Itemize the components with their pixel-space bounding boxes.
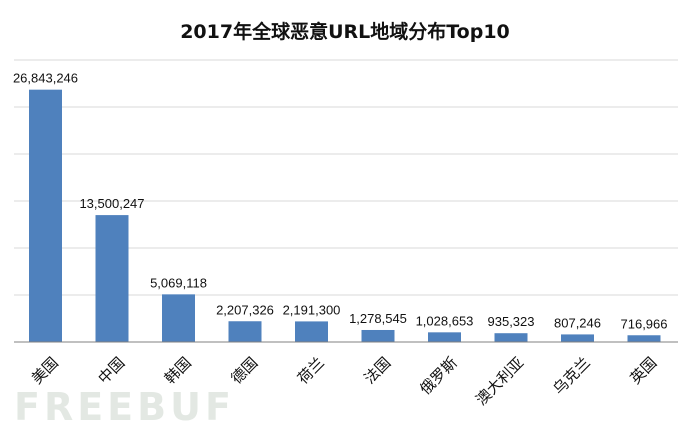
category-label-8: 澳大利亚 bbox=[472, 354, 527, 409]
category-label-7: 俄罗斯 bbox=[416, 354, 461, 399]
data-label-9: 807,246 bbox=[554, 315, 601, 330]
category-label-5: 荷兰 bbox=[294, 354, 328, 388]
data-label-4: 2,207,326 bbox=[216, 302, 274, 317]
bar-6 bbox=[361, 329, 395, 342]
category-label-9: 乌克兰 bbox=[549, 354, 594, 399]
data-label-8: 935,323 bbox=[488, 314, 535, 329]
bar-4 bbox=[228, 321, 262, 342]
category-label-10: 英国 bbox=[626, 354, 660, 388]
watermark: FREEBUF bbox=[14, 385, 235, 429]
bar-8 bbox=[494, 333, 528, 342]
bar-series bbox=[29, 89, 661, 342]
data-label-6: 1,278,545 bbox=[349, 311, 407, 326]
bar-1 bbox=[29, 89, 62, 342]
data-label-2: 13,500,247 bbox=[79, 196, 144, 211]
category-label-3: 韩国 bbox=[161, 354, 195, 388]
category-label-4: 德国 bbox=[227, 354, 261, 388]
bar-3 bbox=[162, 294, 195, 342]
category-label-1: 美国 bbox=[28, 354, 62, 388]
data-labels: 26,843,246 13,500,247 5,069,118 2,207,326 2,… bbox=[13, 71, 668, 332]
data-label-10: 716,966 bbox=[621, 316, 668, 331]
bar-10 bbox=[627, 335, 661, 342]
category-label-6: 法国 bbox=[360, 354, 394, 388]
bar-2 bbox=[95, 215, 129, 342]
data-label-7: 1,028,653 bbox=[416, 313, 474, 328]
bar-5 bbox=[295, 321, 328, 342]
bar-9 bbox=[561, 334, 594, 342]
data-label-5: 2,191,300 bbox=[283, 302, 341, 317]
category-label-2: 中国 bbox=[94, 354, 128, 388]
data-label-1: 26,843,246 bbox=[13, 71, 78, 86]
data-label-3: 5,069,118 bbox=[150, 275, 207, 290]
chart-title: 2017年全球恶意URL地域分布Top10 bbox=[180, 20, 510, 43]
bar-7 bbox=[428, 332, 461, 342]
